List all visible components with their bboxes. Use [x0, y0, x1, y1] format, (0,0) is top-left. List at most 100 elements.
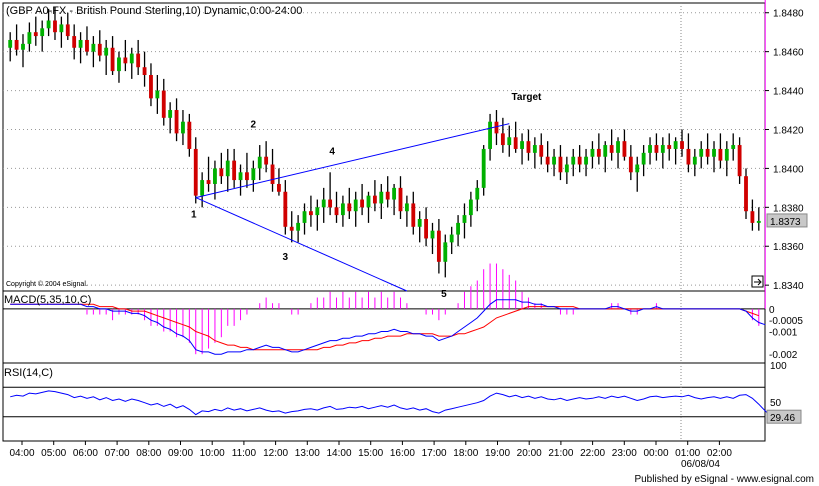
candle-body	[213, 168, 217, 184]
candle	[117, 51, 121, 83]
rsi-tick-label: 100	[770, 361, 787, 372]
candle	[667, 133, 672, 161]
candle-body	[321, 199, 326, 208]
candle-body	[692, 156, 697, 165]
candle	[660, 137, 665, 169]
price-tick-label: 1.8460	[773, 48, 804, 59]
wave-annotation: 4	[329, 147, 335, 158]
candle	[564, 156, 569, 184]
candle	[456, 215, 460, 247]
candle	[737, 137, 742, 184]
candle	[507, 125, 512, 157]
candle	[430, 222, 435, 255]
candle-body	[481, 148, 486, 188]
candle-body	[372, 195, 377, 204]
candle-body	[340, 203, 345, 216]
candle	[692, 148, 697, 177]
time-tick-label: 02:00	[707, 448, 732, 459]
candle-body	[168, 110, 173, 118]
candle-body	[520, 141, 524, 149]
candle-body	[315, 207, 320, 216]
candle	[238, 164, 243, 196]
candle	[712, 141, 716, 173]
candle-body	[360, 199, 365, 208]
candle-body	[53, 20, 57, 33]
candle-body	[161, 90, 166, 118]
candle-body	[155, 90, 160, 99]
candle-body	[174, 110, 179, 134]
scroll-arrow-icon[interactable]	[751, 275, 764, 288]
candle	[526, 129, 531, 161]
candle-body	[750, 211, 755, 223]
time-tick-label: 17:00	[422, 448, 447, 459]
candle-body	[616, 141, 620, 153]
candle	[443, 234, 448, 278]
candle	[481, 145, 486, 196]
candle-body	[436, 230, 441, 262]
candle	[648, 137, 652, 165]
candle-body	[110, 47, 115, 72]
candle	[334, 191, 339, 223]
candle-body	[142, 67, 147, 75]
candle-body	[289, 226, 294, 231]
candle-body	[104, 47, 109, 56]
candle	[462, 203, 467, 239]
candle-body	[8, 39, 13, 48]
rsi-line	[10, 390, 772, 418]
candle-body	[731, 145, 736, 149]
candle-body	[641, 152, 646, 165]
candle-body	[404, 203, 409, 212]
candle	[104, 39, 109, 75]
candle	[468, 191, 473, 227]
rsi-panel	[2, 362, 766, 442]
candle	[731, 133, 736, 161]
candle-body	[385, 191, 390, 200]
candle	[500, 117, 505, 153]
candle-body	[123, 57, 128, 64]
candle	[609, 129, 614, 161]
candle-body	[660, 145, 665, 153]
candle	[296, 215, 301, 243]
candle-body	[129, 53, 134, 64]
grid	[3, 12, 765, 418]
candle	[129, 47, 134, 79]
candle-body	[398, 187, 403, 212]
rsi-series	[10, 390, 772, 418]
last-price-box	[766, 213, 808, 228]
macd-series	[10, 0, 766, 355]
candle	[8, 32, 13, 62]
footer-text: Published by eSignal - www.esignal.com	[634, 474, 814, 485]
candle-body	[97, 43, 102, 56]
candle	[532, 137, 537, 169]
candle-body	[225, 160, 230, 177]
candle	[302, 203, 307, 235]
candle	[14, 24, 19, 56]
candle-body	[65, 24, 70, 37]
candle-body	[724, 148, 729, 161]
candle-body	[117, 57, 121, 72]
candle	[206, 156, 211, 192]
candle	[347, 187, 352, 219]
candle-body	[558, 156, 563, 173]
candle-body	[309, 211, 313, 216]
candle	[360, 183, 365, 216]
candle	[225, 148, 230, 192]
candle	[123, 39, 128, 72]
candle	[155, 75, 160, 114]
candle	[270, 148, 275, 192]
candle-body	[718, 148, 723, 161]
candle-body	[539, 145, 544, 157]
trendlines	[195, 123, 510, 292]
candle	[33, 16, 38, 46]
candle	[705, 133, 710, 165]
candle	[174, 98, 179, 142]
price-tick-label: 1.8360	[773, 242, 804, 253]
candle	[200, 172, 205, 208]
candle	[571, 148, 576, 177]
price-tick-label: 1.8400	[773, 164, 804, 175]
candle	[628, 145, 633, 181]
time-tick-label: 05:00	[41, 448, 66, 459]
candle	[718, 133, 723, 169]
wave-annotation: 5	[441, 289, 447, 300]
